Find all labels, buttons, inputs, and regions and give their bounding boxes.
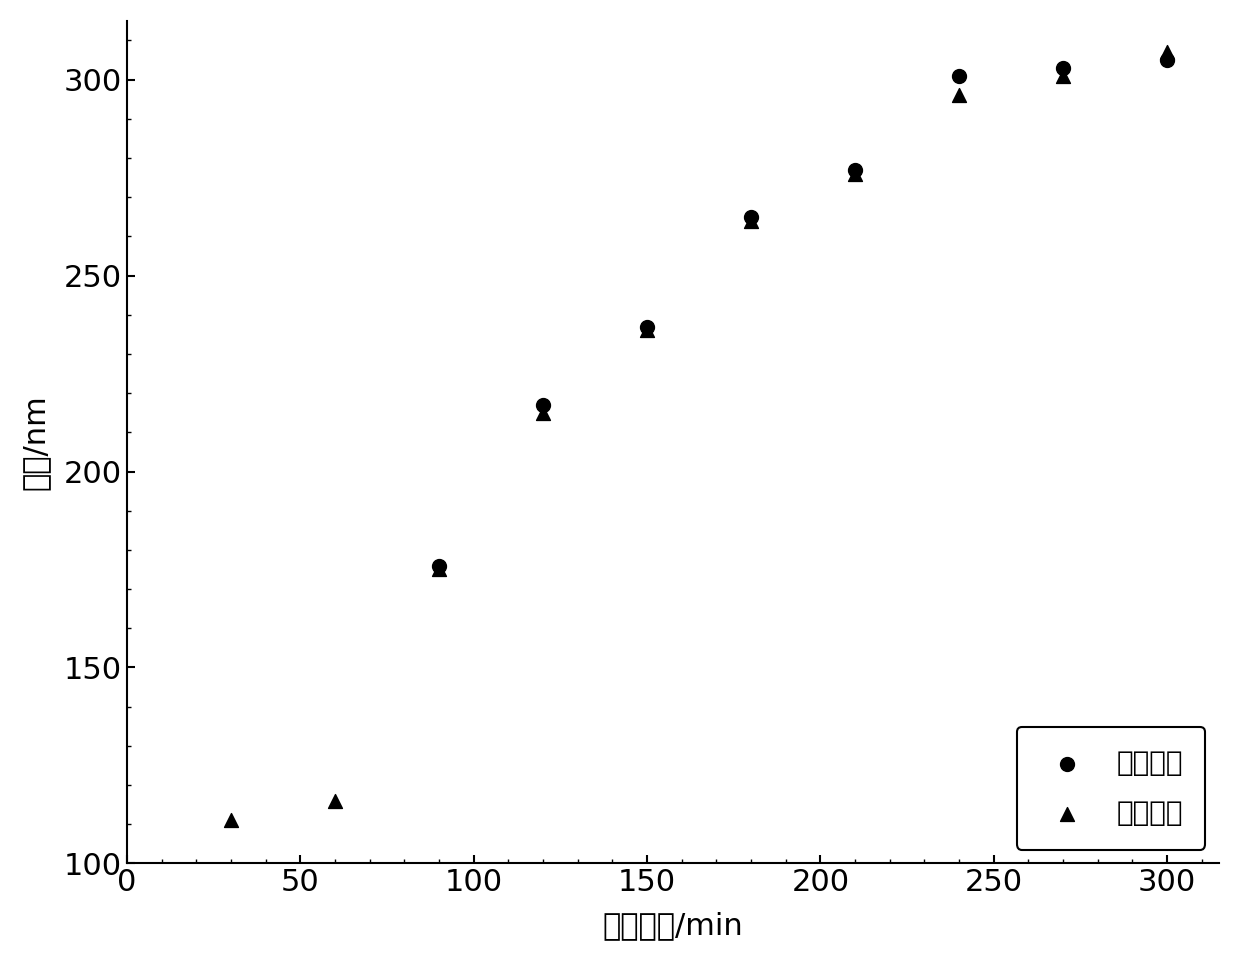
实测粒径 — [1053, 68, 1073, 84]
理论粒径 — [429, 558, 449, 574]
理论粒径 — [637, 319, 657, 334]
实测粒径 — [637, 323, 657, 338]
理论粒径 — [1157, 52, 1177, 67]
X-axis label: 反应时间/min: 反应时间/min — [603, 911, 743, 940]
理论粒径 — [533, 397, 553, 412]
实测粒径 — [221, 813, 241, 828]
Legend: 理论粒径, 实测粒径: 理论粒径, 实测粒径 — [1017, 727, 1205, 850]
Y-axis label: 粒径/nm: 粒径/nm — [21, 394, 50, 490]
理论粒径 — [846, 162, 866, 178]
实测粒径 — [325, 793, 345, 808]
实测粒径 — [949, 87, 968, 103]
实测粒径 — [846, 166, 866, 182]
理论粒径 — [742, 209, 761, 225]
理论粒径 — [1053, 61, 1073, 76]
实测粒径 — [429, 562, 449, 578]
实测粒径 — [742, 213, 761, 229]
实测粒径 — [533, 405, 553, 420]
实测粒径 — [1157, 44, 1177, 60]
理论粒径 — [949, 68, 968, 84]
